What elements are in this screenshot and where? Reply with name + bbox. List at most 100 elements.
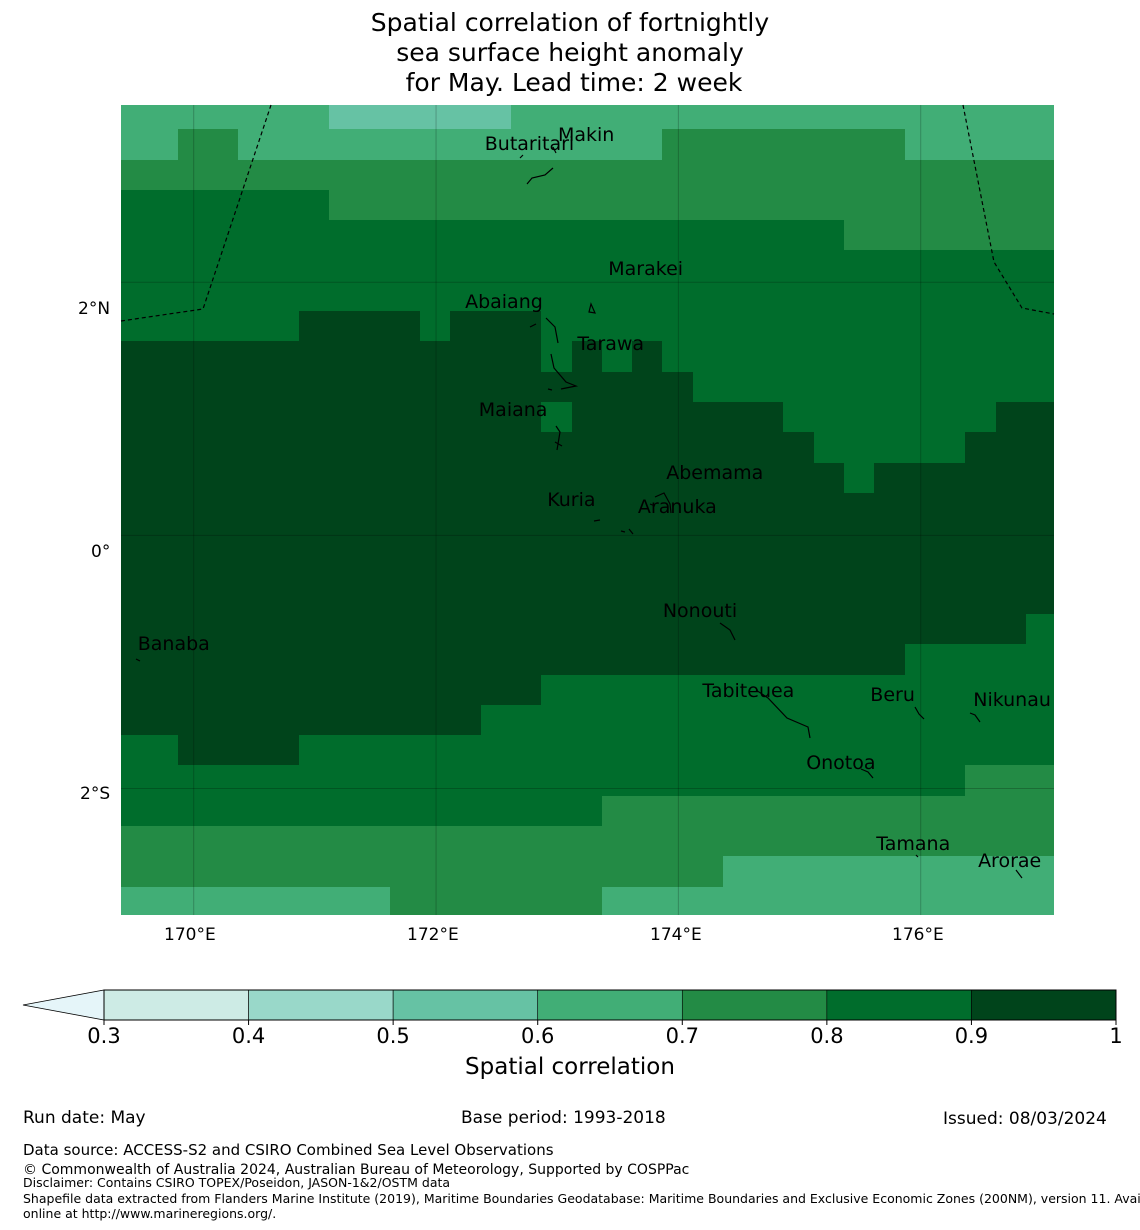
island-outlines bbox=[135, 146, 1023, 879]
island-outline bbox=[529, 323, 537, 328]
correlation-cell bbox=[121, 341, 541, 372]
island-outline bbox=[915, 854, 919, 858]
correlation-cell bbox=[121, 432, 814, 463]
correlation-cell bbox=[874, 463, 1054, 493]
x-tick-170: 170°E bbox=[164, 925, 216, 945]
correlation-cell bbox=[121, 826, 1054, 856]
run-date: Run date: May bbox=[23, 1108, 146, 1128]
correlation-cell bbox=[121, 402, 541, 432]
correlation-cell bbox=[602, 887, 1054, 915]
island-label-beru: Beru bbox=[870, 683, 915, 706]
correlation-cell bbox=[238, 129, 662, 160]
correlation-cell bbox=[602, 796, 1054, 826]
correlation-cell bbox=[299, 735, 1054, 765]
title-line-3: for May. Lead time: 2 week bbox=[397, 68, 743, 97]
issued-date: Issued: 08/03/2024 bbox=[943, 1109, 1107, 1129]
correlation-cell bbox=[965, 765, 1054, 796]
cbar-tick-1: 1 bbox=[1109, 1024, 1123, 1048]
island-label-onotoa: Onotoa bbox=[806, 751, 876, 774]
colorbar-segment bbox=[392, 989, 539, 1021]
base-period: Base period: 1993-2018 bbox=[461, 1108, 666, 1128]
correlation-cell bbox=[693, 372, 1054, 402]
correlation-cell bbox=[121, 644, 905, 675]
island-outline bbox=[593, 519, 634, 535]
y-tick-0: 0° bbox=[91, 542, 111, 562]
island-outline bbox=[135, 658, 141, 662]
cbar-tick-0.5: 0.5 bbox=[376, 1024, 410, 1048]
eez-boundary-line bbox=[962, 104, 1055, 315]
colorbar-segment bbox=[971, 989, 1117, 1021]
cbar-tick-0.7: 0.7 bbox=[665, 1024, 699, 1048]
correlation-cell bbox=[511, 105, 1054, 129]
correlation-cell bbox=[121, 856, 723, 887]
correlation-cell bbox=[121, 220, 844, 250]
island-label-abemama: Abemama bbox=[666, 462, 764, 485]
correlation-cell bbox=[121, 463, 844, 493]
island-label-nonouti: Nonouti bbox=[662, 599, 738, 622]
disclaimer: Disclaimer: Contains CSIRO TOPEX/Poseido… bbox=[23, 1175, 451, 1190]
island-outline bbox=[588, 302, 597, 314]
eez-boundary bbox=[120, 104, 1055, 322]
correlation-cell bbox=[965, 432, 1054, 463]
title-line-2: sea surface height anomaly bbox=[396, 38, 744, 67]
correlation-cell bbox=[121, 160, 1054, 190]
title-line-1: Spatial correlation of fortnightly bbox=[370, 8, 770, 37]
cbar-tick-0.9: 0.9 bbox=[954, 1024, 989, 1048]
correlation-cell bbox=[541, 311, 1054, 341]
correlation-cell bbox=[541, 341, 572, 372]
colorbar-label: Spatial correlation bbox=[465, 1054, 675, 1080]
island-label-nikunau: Nikunau bbox=[973, 689, 1051, 712]
correlation-cell bbox=[450, 311, 541, 341]
island-label-butaritari: Butaritari bbox=[484, 133, 575, 156]
correlation-cell bbox=[121, 796, 602, 826]
correlation-cell bbox=[905, 129, 1054, 160]
correlation-cell bbox=[420, 311, 450, 341]
correlation-cell bbox=[662, 129, 905, 160]
cbar-tick-0.3: 0.3 bbox=[87, 1024, 121, 1048]
island-label-tamana: Tamana bbox=[876, 832, 951, 855]
correlation-cell bbox=[329, 105, 511, 129]
correlation-cell bbox=[844, 220, 1054, 250]
cbar-tick-0.4: 0.4 bbox=[231, 1024, 266, 1048]
x-tick-176: 176°E bbox=[892, 925, 944, 945]
island-label-tabiteuea: Tabiteuea bbox=[702, 679, 795, 702]
correlation-cell bbox=[572, 402, 783, 432]
shapefile-credit-1: Shapefile data extracted from Flanders M… bbox=[23, 1191, 1140, 1206]
island-label-makin: Makin bbox=[557, 123, 615, 146]
island-label-arorae: Arorae bbox=[978, 850, 1042, 873]
correlation-cell bbox=[481, 705, 1054, 735]
correlation-cell bbox=[783, 402, 996, 432]
correlation-grid bbox=[121, 105, 1054, 915]
island-outline bbox=[649, 503, 656, 507]
correlation-cell bbox=[662, 341, 1054, 372]
island-outline bbox=[1015, 869, 1023, 879]
island-outline bbox=[526, 167, 554, 185]
map-title: Spatial correlation of fortnightly sea s… bbox=[0, 8, 1140, 98]
colorbar-extend-min bbox=[22, 989, 105, 1021]
shapefile-credit-2: online at http://www.marineregions.org/. bbox=[23, 1206, 277, 1221]
island-label-maiana: Maiana bbox=[478, 398, 548, 421]
colorbar-segment bbox=[537, 989, 683, 1021]
correlation-cell bbox=[299, 311, 420, 341]
cbar-tick-0.6: 0.6 bbox=[520, 1024, 555, 1048]
correlation-cell bbox=[121, 105, 329, 129]
correlation-cell bbox=[121, 372, 693, 402]
correlation-cell bbox=[121, 765, 965, 796]
colorbar-segment bbox=[248, 989, 394, 1021]
colorbar-segment bbox=[103, 989, 249, 1021]
copyright: © Commonwealth of Australia 2024, Austra… bbox=[23, 1162, 690, 1178]
colorbar-frame bbox=[103, 989, 1117, 1021]
island-label-kuria: Kuria bbox=[547, 489, 596, 512]
correlation-cell bbox=[121, 129, 178, 160]
colorbar-segment bbox=[826, 989, 972, 1021]
x-tick-172: 172°E bbox=[407, 925, 459, 945]
island-outline bbox=[554, 425, 563, 451]
correlation-cell bbox=[121, 675, 541, 705]
y-tick-2n: 2°N bbox=[78, 299, 111, 319]
correlation-cell bbox=[121, 887, 390, 915]
island-outline bbox=[719, 622, 736, 641]
island-outline bbox=[755, 689, 811, 739]
correlation-cell bbox=[572, 341, 602, 372]
correlation-cell bbox=[905, 644, 1054, 675]
